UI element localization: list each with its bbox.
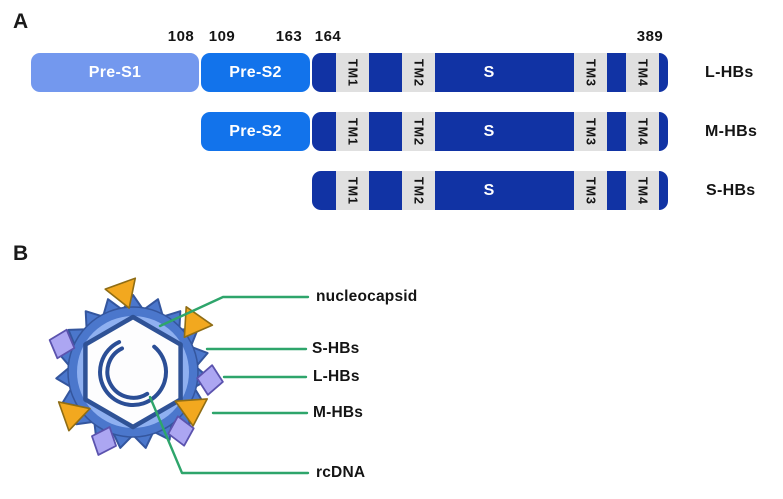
annotation-rcdna: rcDNA (316, 464, 366, 481)
annotation-s-hbs: S-HBs (312, 340, 360, 357)
l-hbs-diamond (196, 364, 224, 396)
lhbs-tm4-box: TM4 (626, 53, 659, 92)
s-domain-label: S (483, 123, 495, 140)
annotation-l-hbs: L-HBs (313, 368, 360, 385)
lhbs-pre-s2-domain: Pre-S2 (201, 53, 310, 92)
pre-s1-domain-label: Pre-S1 (88, 63, 142, 81)
m-hbs-triangle (183, 306, 214, 339)
pre-s2-domain-label: Pre-S2 (229, 122, 282, 140)
annotation-m-hbs: M-HBs (313, 404, 364, 421)
tm1-label: TM1 (345, 176, 360, 205)
lhbs-tm3-box: TM3 (574, 53, 607, 92)
m-hbs-triangle (174, 398, 208, 427)
leader-line-nucleocapsid (158, 295, 310, 328)
l-hbs-diamond (91, 426, 117, 456)
m-hbs-triangle (57, 401, 91, 432)
mhbs-pre-s2-domain: Pre-S2 (201, 112, 310, 151)
lhbs-tm1-box: TM1 (336, 53, 369, 92)
nucleocapsid-hexagon (83, 314, 183, 430)
tm2-label: TM2 (411, 117, 426, 146)
tm3-label: TM3 (583, 117, 598, 146)
row-label-l-hbs: L-HBs (705, 64, 754, 81)
l-hbs-diamond (48, 328, 76, 360)
lhbs-pre-s1-domain: Pre-S1 (31, 53, 199, 92)
panel-b-label: B (13, 242, 29, 265)
leader-line-rcdna (148, 395, 310, 475)
residue-number-389: 389 (636, 28, 664, 45)
row-label-m-hbs: M-HBs (705, 123, 758, 140)
tm3-label: TM3 (583, 58, 598, 87)
residue-number-108: 108 (167, 28, 195, 45)
tm1-label: TM1 (345, 117, 360, 146)
shbs-tm1-box: TM1 (336, 171, 369, 210)
tm4-label: TM4 (635, 58, 650, 87)
shbs-tm2-box: TM2 (402, 171, 435, 210)
m-hbs-triangle (104, 277, 137, 309)
mhbs-s-domain-bar: TM1 TM2 S TM3 TM4 (312, 112, 668, 151)
mhbs-tm1-box: TM1 (336, 112, 369, 151)
annotation-nucleocapsid: nucleocapsid (316, 288, 418, 305)
residue-number-163: 163 (275, 28, 303, 45)
tm2-label: TM2 (411, 58, 426, 87)
row-label-s-hbs: S-HBs (706, 182, 756, 199)
s-domain-label: S (483, 182, 495, 199)
tm4-label: TM4 (635, 176, 650, 205)
mhbs-tm3-box: TM3 (574, 112, 607, 151)
tm1-label: TM1 (345, 58, 360, 87)
lhbs-tm2-box: TM2 (402, 53, 435, 92)
residue-number-164: 164 (314, 28, 342, 45)
l-hbs-diamond (167, 415, 195, 447)
pre-s2-domain-label: Pre-S2 (229, 63, 282, 81)
lhbs-s-domain-bar: TM1 TM2 S TM3 TM4 (312, 53, 668, 92)
shbs-tm3-box: TM3 (574, 171, 607, 210)
tm3-label: TM3 (583, 176, 598, 205)
tm2-label: TM2 (411, 176, 426, 205)
shbs-tm4-box: TM4 (626, 171, 659, 210)
mhbs-tm4-box: TM4 (626, 112, 659, 151)
tm4-label: TM4 (635, 117, 650, 146)
panel-a-label: A (13, 10, 29, 33)
residue-number-109: 109 (208, 28, 236, 45)
shbs-s-domain-bar: TM1 TM2 S TM3 TM4 (312, 171, 668, 210)
s-domain-label: S (483, 64, 495, 81)
mhbs-tm2-box: TM2 (402, 112, 435, 151)
rcdna-outer-arc (98, 340, 169, 408)
rcdna-inner-arc (105, 346, 150, 400)
